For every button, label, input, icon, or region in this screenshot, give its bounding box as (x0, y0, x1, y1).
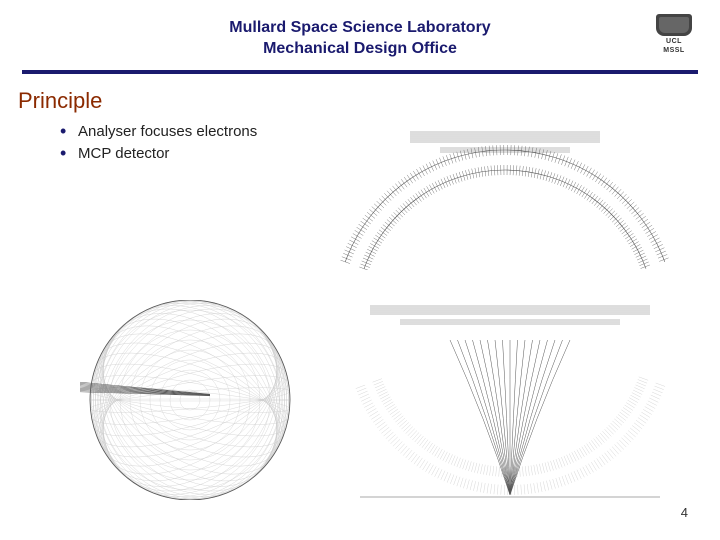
section-title: Principle (18, 88, 720, 114)
bullet-list: Analyser focuses electrons MCP detector (60, 122, 280, 165)
logo-sublabel: UCL (656, 38, 692, 45)
diagram-electron-trajectory (330, 300, 690, 500)
page-number: 4 (681, 505, 688, 520)
diagram-analyser-top-view (70, 300, 310, 500)
bullet-item: MCP detector (60, 144, 280, 164)
slide-header: Mullard Space Science Laboratory Mechani… (0, 0, 720, 60)
logo-crest-icon (656, 14, 692, 36)
diagram-analyser-side-section (320, 120, 690, 270)
bullet-item: Analyser focuses electrons (60, 122, 280, 142)
header-title-line1: Mullard Space Science Laboratory (0, 18, 720, 39)
header-title-line2: Mechanical Design Office (0, 39, 720, 60)
ucl-mssl-logo: UCL MSSL (656, 14, 692, 54)
header-divider (22, 70, 698, 74)
logo-label: MSSL (656, 47, 692, 54)
